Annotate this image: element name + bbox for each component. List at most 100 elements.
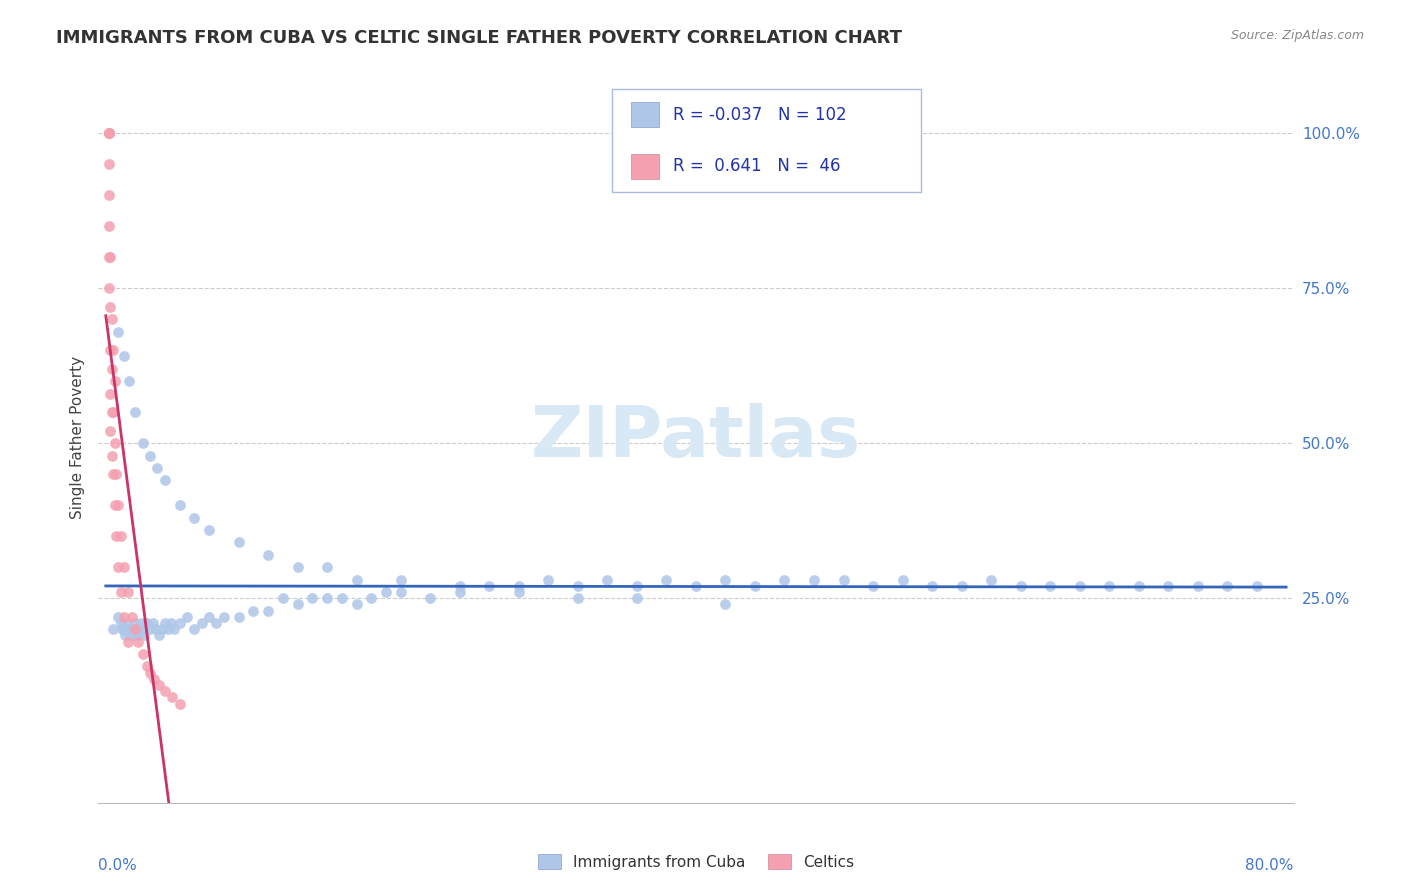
Y-axis label: Single Father Poverty: Single Father Poverty bbox=[69, 356, 84, 518]
Point bbox=[145, 622, 167, 636]
Point bbox=[127, 634, 149, 648]
Point bbox=[97, 250, 120, 264]
Point bbox=[921, 579, 943, 593]
Point bbox=[773, 573, 796, 587]
Point bbox=[107, 325, 129, 339]
Point bbox=[98, 343, 121, 358]
Point bbox=[104, 498, 127, 512]
Point bbox=[153, 615, 176, 630]
Point bbox=[685, 579, 707, 593]
Point bbox=[118, 622, 141, 636]
Point bbox=[537, 573, 560, 587]
Point bbox=[101, 405, 124, 419]
Point bbox=[160, 690, 183, 705]
Legend: Immigrants from Cuba, Celtics: Immigrants from Cuba, Celtics bbox=[531, 847, 860, 876]
Text: 80.0%: 80.0% bbox=[1246, 858, 1294, 872]
Point bbox=[143, 672, 166, 686]
Point bbox=[176, 610, 198, 624]
Point bbox=[110, 529, 132, 543]
Point bbox=[139, 665, 162, 680]
Point bbox=[316, 591, 339, 606]
Point bbox=[105, 529, 128, 543]
Point bbox=[112, 610, 135, 624]
Point bbox=[136, 659, 159, 673]
Point bbox=[131, 622, 153, 636]
Point bbox=[744, 579, 766, 593]
Point bbox=[950, 579, 973, 593]
Point bbox=[117, 585, 139, 599]
Point bbox=[163, 622, 186, 636]
Point bbox=[862, 579, 884, 593]
Point bbox=[419, 591, 441, 606]
Point bbox=[122, 628, 145, 642]
Point bbox=[891, 573, 914, 587]
Point bbox=[101, 467, 124, 482]
Point bbox=[183, 510, 205, 524]
Point bbox=[124, 622, 146, 636]
Text: ZIPatlas: ZIPatlas bbox=[531, 402, 860, 472]
Point bbox=[112, 622, 135, 636]
Point bbox=[153, 684, 176, 698]
Point bbox=[1010, 579, 1032, 593]
Point bbox=[1246, 579, 1268, 593]
Point bbox=[832, 573, 855, 587]
Point bbox=[107, 498, 129, 512]
Point bbox=[803, 573, 825, 587]
Point bbox=[190, 615, 212, 630]
Point bbox=[567, 579, 589, 593]
Point bbox=[124, 405, 146, 419]
Point bbox=[153, 474, 176, 488]
Point bbox=[97, 126, 120, 140]
Point bbox=[127, 628, 149, 642]
Point bbox=[107, 610, 129, 624]
Point bbox=[375, 585, 398, 599]
Point bbox=[125, 622, 148, 636]
Point bbox=[120, 628, 142, 642]
Point bbox=[139, 622, 162, 636]
Point bbox=[287, 598, 309, 612]
Point bbox=[198, 610, 221, 624]
Point bbox=[1157, 579, 1180, 593]
Point bbox=[146, 461, 169, 475]
Point bbox=[121, 610, 143, 624]
Point bbox=[98, 250, 121, 264]
Point bbox=[287, 560, 309, 574]
Point bbox=[183, 622, 205, 636]
Point bbox=[104, 374, 127, 388]
Point bbox=[205, 615, 228, 630]
Point bbox=[508, 585, 530, 599]
Point bbox=[121, 622, 143, 636]
Point bbox=[169, 498, 191, 512]
Point bbox=[97, 281, 120, 295]
Text: 0.0%: 0.0% bbox=[98, 858, 138, 872]
Text: IMMIGRANTS FROM CUBA VS CELTIC SINGLE FATHER POVERTY CORRELATION CHART: IMMIGRANTS FROM CUBA VS CELTIC SINGLE FA… bbox=[56, 29, 903, 46]
Point bbox=[97, 126, 120, 140]
Point bbox=[626, 591, 648, 606]
Point bbox=[655, 573, 678, 587]
Point bbox=[112, 350, 135, 364]
Point bbox=[478, 579, 501, 593]
Point bbox=[159, 615, 181, 630]
Point bbox=[110, 615, 132, 630]
Point bbox=[101, 622, 124, 636]
Point bbox=[112, 560, 135, 574]
Point bbox=[131, 647, 153, 661]
Point bbox=[228, 610, 250, 624]
Point bbox=[389, 585, 412, 599]
Point bbox=[980, 573, 1002, 587]
Point bbox=[117, 622, 139, 636]
Point bbox=[271, 591, 294, 606]
Point bbox=[135, 615, 157, 630]
Point bbox=[169, 697, 191, 711]
Point bbox=[156, 622, 179, 636]
Point bbox=[129, 615, 152, 630]
Text: Source: ZipAtlas.com: Source: ZipAtlas.com bbox=[1230, 29, 1364, 42]
Point bbox=[346, 573, 368, 587]
Point bbox=[97, 157, 120, 171]
Point bbox=[257, 604, 280, 618]
Point bbox=[142, 615, 165, 630]
Point bbox=[714, 598, 737, 612]
Point bbox=[567, 591, 589, 606]
Point bbox=[101, 343, 124, 358]
Point bbox=[100, 312, 122, 326]
